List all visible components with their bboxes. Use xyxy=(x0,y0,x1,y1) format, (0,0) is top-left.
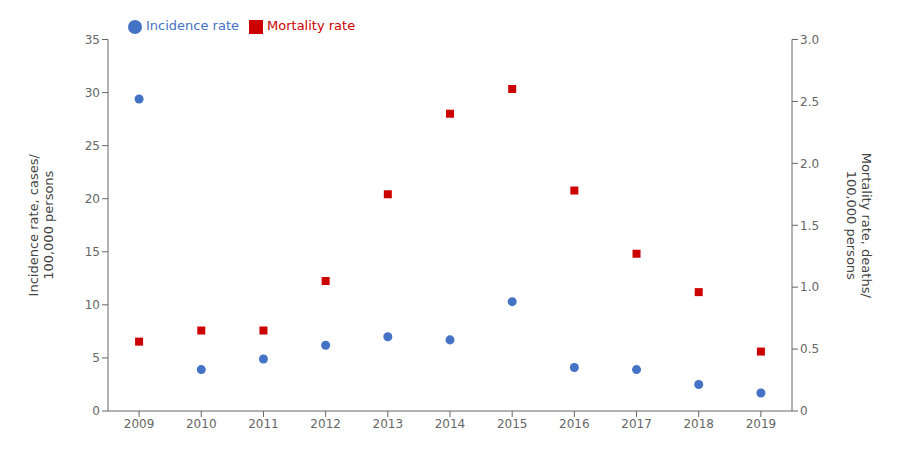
svg-text:2015: 2015 xyxy=(497,417,528,431)
svg-text:2013: 2013 xyxy=(373,417,404,431)
svg-text:10: 10 xyxy=(85,298,100,312)
svg-text:1.0: 1.0 xyxy=(800,280,819,294)
svg-text:25: 25 xyxy=(85,139,100,153)
svg-text:2017: 2017 xyxy=(621,417,652,431)
svg-text:2009: 2009 xyxy=(124,417,155,431)
html-text:Mortality rate: Mortality rate xyxy=(267,18,356,33)
svg-text:2010: 2010 xyxy=(186,417,217,431)
svg-text:Incidence rate, cases/100,000: Incidence rate, cases/100,000 persons xyxy=(26,153,56,296)
svg-text:2016: 2016 xyxy=(559,417,590,431)
svg-text:2018: 2018 xyxy=(683,417,714,431)
svg-text:20: 20 xyxy=(85,192,100,206)
svg-text:2.0: 2.0 xyxy=(800,157,819,171)
svg-text:2019: 2019 xyxy=(746,417,777,431)
svg-text:15: 15 xyxy=(85,245,100,259)
svg-text:2014: 2014 xyxy=(435,417,466,431)
svg-text:35: 35 xyxy=(85,33,100,47)
svg-text:3.0: 3.0 xyxy=(800,33,819,47)
svg-text:2012: 2012 xyxy=(310,417,341,431)
svg-text:0.5: 0.5 xyxy=(800,342,819,356)
svg-text:2011: 2011 xyxy=(248,417,279,431)
html-text:Incidence rate: Incidence rate xyxy=(146,18,239,33)
svg-text:1.5: 1.5 xyxy=(800,219,819,233)
svg-text:30: 30 xyxy=(85,86,100,100)
svg-text:0: 0 xyxy=(92,404,100,418)
svg-text:2.5: 2.5 xyxy=(800,95,819,109)
svg-text:5: 5 xyxy=(92,351,100,365)
svg-text:0: 0 xyxy=(800,404,808,418)
svg-text:Mortality rate, deaths/100,000: Mortality rate, deaths/100,000 persons xyxy=(844,153,874,299)
